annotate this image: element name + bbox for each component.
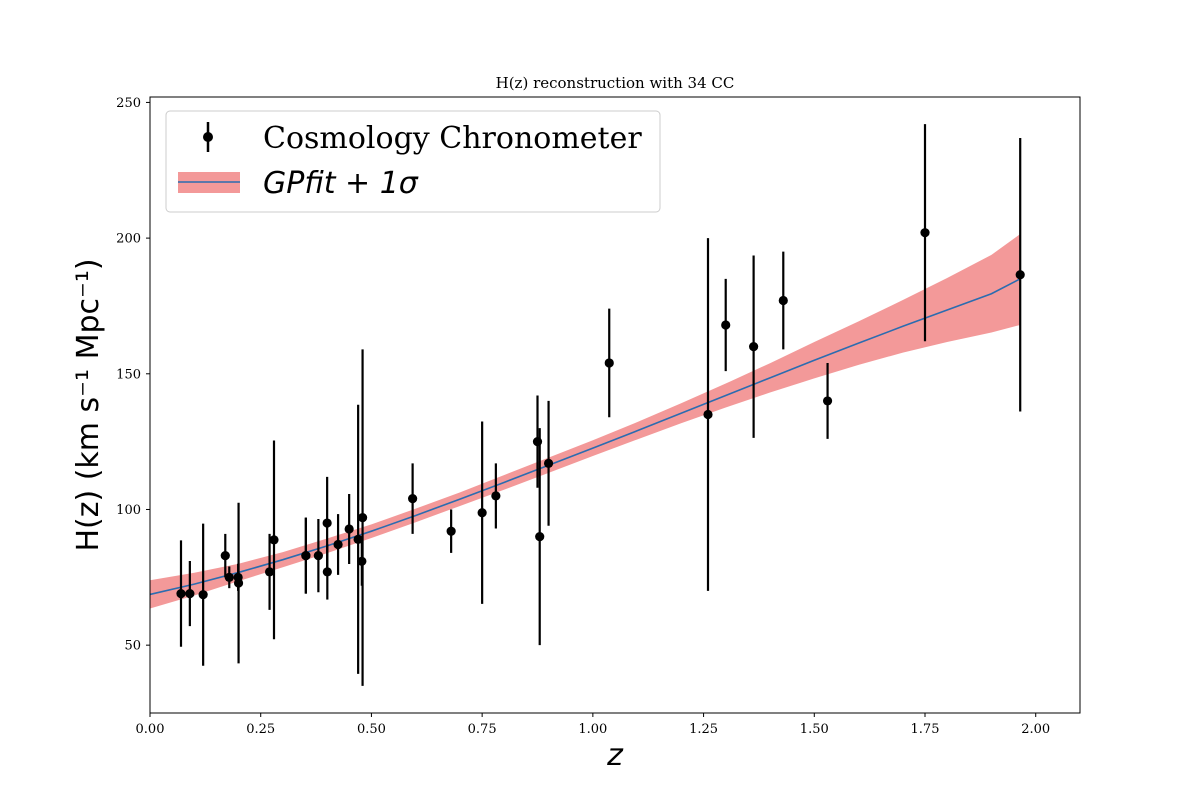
fit-confidence-band bbox=[150, 234, 1021, 609]
legend-points-label: Cosmology Chronometer bbox=[263, 121, 642, 156]
x-ticks: 0.00 0.25 0.50 0.75 1.00 1.25 1.50 1.75 2.00 bbox=[136, 713, 1050, 737]
data-point bbox=[333, 514, 343, 575]
data-point bbox=[543, 400, 554, 526]
data-point bbox=[176, 540, 186, 647]
x-tick-label: 1.25 bbox=[689, 722, 718, 737]
legend-box bbox=[165, 110, 661, 213]
data-point bbox=[1015, 137, 1025, 412]
x-tick-label: 1.50 bbox=[800, 722, 829, 737]
data-point bbox=[920, 124, 930, 342]
chart-title: H(z) reconstruction with 34 CC bbox=[496, 74, 735, 92]
point-marker bbox=[721, 320, 731, 330]
point-marker bbox=[176, 588, 186, 599]
x-tick-label: 1.00 bbox=[578, 722, 607, 737]
fit-line-layer bbox=[149, 278, 1021, 596]
data-point bbox=[408, 463, 418, 534]
point-marker bbox=[920, 228, 930, 238]
point-marker bbox=[301, 551, 311, 561]
data-point bbox=[446, 509, 456, 553]
data-point bbox=[269, 440, 279, 640]
point-marker bbox=[264, 567, 275, 577]
data-point bbox=[301, 517, 311, 594]
point-marker bbox=[353, 534, 363, 544]
data-point bbox=[703, 238, 713, 591]
x-tick-label: 0.00 bbox=[136, 722, 165, 737]
point-marker bbox=[233, 578, 244, 588]
data-point bbox=[322, 544, 332, 600]
data-point bbox=[313, 518, 323, 593]
point-marker bbox=[535, 532, 545, 542]
data-point bbox=[353, 404, 363, 674]
y-ticks: 50 100 150 200 250 bbox=[116, 96, 150, 654]
point-marker bbox=[185, 588, 195, 599]
point-marker bbox=[749, 342, 759, 352]
data-point bbox=[535, 428, 545, 646]
y-tick-label: 150 bbox=[116, 367, 141, 382]
data-point bbox=[822, 362, 833, 439]
data-point bbox=[778, 251, 788, 350]
point-marker bbox=[543, 458, 554, 468]
legend-fit-label: GPfit + 1σ bbox=[263, 166, 419, 201]
data-point bbox=[233, 502, 244, 664]
data-point bbox=[721, 278, 731, 372]
point-marker bbox=[822, 396, 833, 406]
point-marker bbox=[604, 358, 614, 368]
fit-band-layer bbox=[150, 234, 1021, 609]
data-point bbox=[357, 349, 368, 686]
point-marker bbox=[344, 524, 354, 534]
point-marker bbox=[224, 572, 234, 582]
point-marker bbox=[269, 535, 279, 545]
point-marker bbox=[322, 518, 332, 528]
data-point bbox=[491, 463, 501, 529]
point-marker bbox=[1015, 270, 1025, 280]
y-tick-label: 200 bbox=[116, 232, 141, 247]
point-marker bbox=[333, 539, 343, 550]
x-tick-label: 0.25 bbox=[246, 722, 275, 737]
data-point bbox=[477, 421, 487, 604]
point-marker bbox=[491, 491, 501, 501]
point-marker bbox=[220, 551, 230, 561]
point-marker bbox=[198, 590, 208, 600]
data-point bbox=[749, 255, 759, 438]
data-point bbox=[220, 533, 230, 578]
data-points-layer bbox=[176, 124, 1025, 686]
point-marker bbox=[357, 513, 368, 523]
y-tick-label: 50 bbox=[124, 639, 141, 654]
point-marker bbox=[703, 409, 713, 420]
data-point bbox=[224, 566, 234, 589]
data-point bbox=[198, 523, 208, 666]
point-marker bbox=[446, 526, 456, 536]
fit-line bbox=[149, 278, 1021, 596]
y-axis-label: H(z) (km s⁻¹ Mpc⁻¹) bbox=[71, 258, 106, 551]
x-tick-label: 2.00 bbox=[1021, 722, 1050, 737]
legend: Cosmology Chronometer GPfit + 1σ bbox=[165, 110, 661, 213]
x-tick-label: 1.75 bbox=[911, 722, 940, 737]
point-marker bbox=[408, 494, 418, 504]
x-tick-label: 0.75 bbox=[468, 722, 497, 737]
legend-errorbar-marker bbox=[203, 122, 213, 152]
y-tick-label: 100 bbox=[116, 503, 141, 518]
point-marker bbox=[322, 567, 332, 577]
point-marker bbox=[778, 295, 788, 306]
data-point bbox=[344, 494, 354, 565]
data-point bbox=[604, 308, 614, 418]
point-marker bbox=[477, 508, 487, 518]
plot-frame bbox=[149, 96, 1081, 714]
x-tick-label: 0.50 bbox=[357, 722, 386, 737]
legend-point-marker bbox=[203, 132, 213, 142]
x-axis-label: z bbox=[606, 738, 624, 773]
y-tick-label: 250 bbox=[116, 96, 141, 111]
point-marker bbox=[313, 551, 323, 561]
data-point bbox=[264, 533, 275, 610]
data-point bbox=[185, 561, 195, 627]
